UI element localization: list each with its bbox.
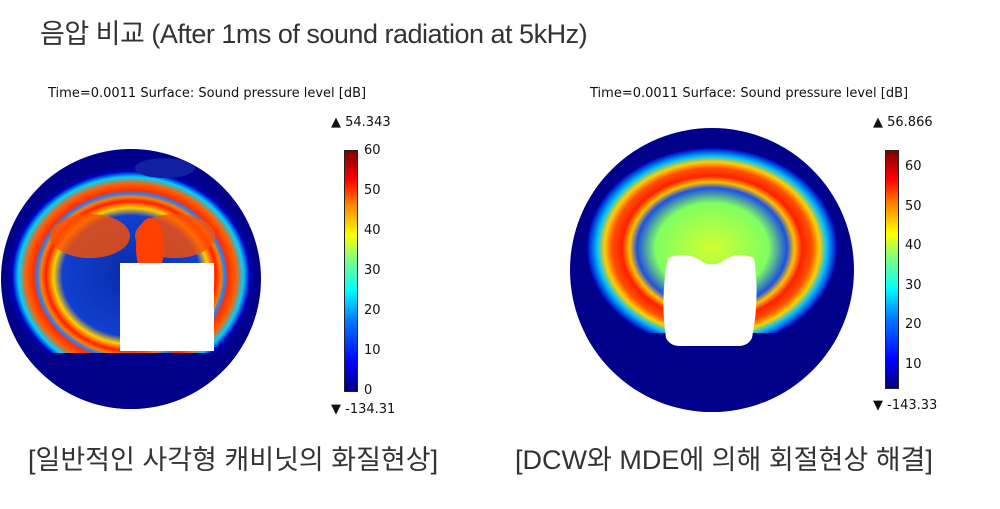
left-sound-field	[1, 149, 261, 409]
right-tick: 40	[905, 238, 922, 253]
left-tick: 60	[364, 143, 381, 158]
left-min-value: ▼ -134.31	[331, 402, 396, 417]
left-plot-header: Time=0.0011 Surface: Sound pressure leve…	[48, 86, 367, 101]
right-caption: [DCW와 MDE에 의해 회절현상 해결]	[515, 445, 933, 475]
right-tick: 10	[905, 357, 922, 372]
figure-title: 음압 비교 (After 1ms of sound radiation at 5…	[40, 19, 588, 49]
right-tick: 20	[905, 317, 922, 332]
left-tick: 50	[364, 183, 381, 198]
right-sound-field	[570, 128, 854, 412]
left-caption: [일반적인 사각형 캐비닛의 화질현상]	[28, 445, 439, 475]
right-plot-header: Time=0.0011 Surface: Sound pressure leve…	[590, 86, 909, 101]
right-tick: 60	[905, 159, 922, 174]
right-colorbar	[885, 150, 899, 389]
right-max-value: ▲ 56.866	[873, 115, 933, 130]
right-tick: 30	[905, 278, 922, 293]
right-tick: 50	[905, 199, 922, 214]
left-max-value: ▲ 54.343	[331, 115, 391, 130]
right-min-value: ▼ -143.33	[873, 398, 938, 413]
left-tick: 10	[364, 343, 381, 358]
left-tick: 20	[364, 303, 381, 318]
left-colorbar	[344, 150, 358, 392]
left-tick: 40	[364, 223, 381, 238]
left-tick: 0	[364, 383, 373, 398]
left-tick: 30	[364, 263, 381, 278]
